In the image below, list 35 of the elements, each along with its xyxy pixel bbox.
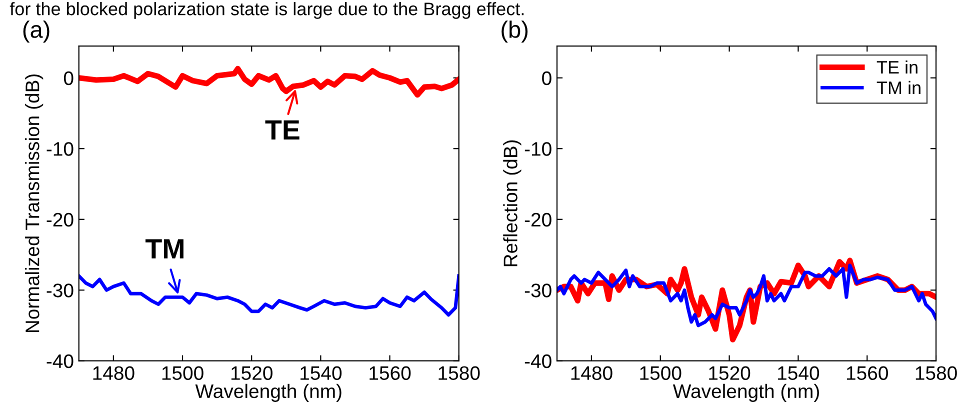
line-series: [557, 264, 936, 328]
x-axis-title: Wavelength (nm): [672, 384, 819, 402]
x-tick-label: 1500: [162, 366, 204, 380]
y-tick-label: -10: [524, 142, 552, 156]
x-tick-label: 1520: [709, 366, 750, 380]
y-tick-label: 0: [64, 71, 74, 86]
x-tick-label: 1580: [438, 366, 480, 380]
y-tick-label: 0: [542, 71, 552, 86]
y-tick-label: -10: [46, 142, 74, 156]
y-tick-label: -30: [46, 284, 74, 298]
y-tick-label: -40: [46, 354, 74, 368]
text: for the blocked polarization state is large due to the Bragg effect.: [10, 2, 524, 19]
y-tick-label: -20: [524, 212, 552, 227]
chart-title: (b): [502, 20, 528, 43]
y-axis-title: Reflection (dB): [503, 140, 522, 266]
x-tick-label: 1480: [93, 366, 134, 380]
x-tick-label: 1480: [571, 366, 612, 380]
chart-title: (a): [23, 20, 50, 43]
x-tick-label: 1500: [640, 366, 682, 380]
y-tick-label: -30: [524, 284, 552, 298]
annotation: TE: [265, 120, 300, 140]
x-tick-label: 1540: [778, 366, 820, 380]
y-tick-label: -20: [46, 212, 74, 227]
x-axis-title: Wavelength (nm): [195, 384, 342, 402]
x-tick-label: 1580: [916, 366, 957, 380]
legend-label: TE in: [876, 60, 918, 74]
x-tick-label: 1560: [846, 366, 888, 380]
annotation: TM: [146, 239, 184, 258]
x-tick-label: 1560: [370, 366, 411, 380]
x-tick-label: 1520: [231, 366, 272, 380]
y-axis-title: Normalized Transmission (dB): [25, 74, 44, 332]
y-tick-label: -40: [524, 354, 552, 368]
x-tick-label: 1540: [300, 366, 342, 380]
legend-label: TM in: [876, 80, 920, 94]
line-series: [78, 274, 459, 317]
